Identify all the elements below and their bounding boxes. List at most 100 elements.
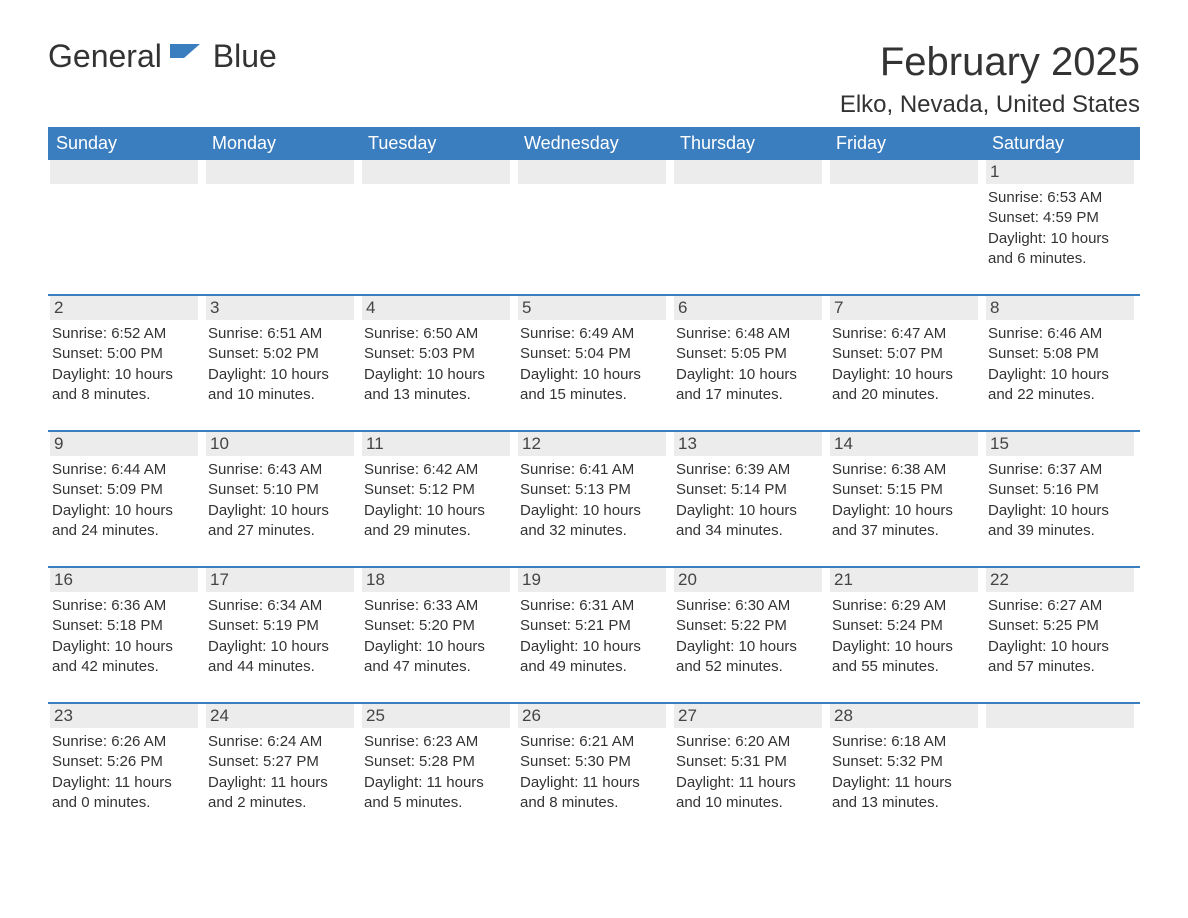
day-info: Sunrise: 6:34 AMSunset: 5:19 PMDaylight:…	[206, 596, 354, 677]
daylight-text: Daylight: 10 hours and 22 minutes.	[988, 365, 1134, 406]
day-cell-4: 4Sunrise: 6:50 AMSunset: 5:03 PMDaylight…	[360, 296, 516, 416]
sunrise-text: Sunrise: 6:47 AM	[832, 324, 978, 344]
day-number: 20	[674, 568, 822, 592]
sunrise-text: Sunrise: 6:53 AM	[988, 188, 1134, 208]
day-cell-23: 23Sunrise: 6:26 AMSunset: 5:26 PMDayligh…	[48, 704, 204, 824]
weekday-tuesday: Tuesday	[360, 127, 516, 160]
sunset-text: Sunset: 5:05 PM	[676, 344, 822, 364]
day-cell-11: 11 Sunrise: 6:42 AMSunset: 5:12 PMDayligh…	[360, 432, 516, 552]
day-number	[518, 160, 666, 184]
sunrise-text: Sunrise: 6:48 AM	[676, 324, 822, 344]
day-info: Sunrise: 6:33 AMSunset: 5:20 PMDaylight:…	[362, 596, 510, 677]
day-cell-26: 26 Sunrise: 6:21 AMSunset: 5:30 PMDayligh…	[516, 704, 672, 824]
sunset-text: Sunset: 5:16 PM	[988, 480, 1134, 500]
day-number: 27	[674, 704, 822, 728]
weekday-saturday: Saturday	[984, 127, 1140, 160]
sunrise-text: Sunrise: 6:29 AM	[832, 596, 978, 616]
week-row: 9Sunrise: 6:44 AMSunset: 5:09 PMDaylight…	[48, 430, 1140, 552]
sunset-text: Sunset: 5:10 PM	[208, 480, 354, 500]
header: General Blue February 2025 Elko, Nevada,…	[48, 40, 1140, 119]
day-number: 26	[518, 704, 666, 728]
day-info: Sunrise: 6:46 AMSunset: 5:08 PMDaylight:…	[986, 324, 1134, 405]
weekday-wednesday: Wednesday	[516, 127, 672, 160]
day-info: Sunrise: 6:50 AMSunset: 5:03 PMDaylight:…	[362, 324, 510, 405]
day-info: Sunrise: 6:41 AMSunset: 5:13 PMDaylight:…	[518, 460, 666, 541]
day-cell-empty	[204, 160, 360, 280]
sunset-text: Sunset: 5:03 PM	[364, 344, 510, 364]
day-number: 7	[830, 296, 978, 320]
logo-flag-icon	[170, 40, 208, 69]
sunrise-text: Sunrise: 6:21 AM	[520, 732, 666, 752]
location: Elko, Nevada, United States	[840, 91, 1140, 119]
day-info: Sunrise: 6:23 AMSunset: 5:28 PMDaylight:…	[362, 732, 510, 813]
daylight-text: Daylight: 10 hours and 8 minutes.	[52, 365, 198, 406]
sunrise-text: Sunrise: 6:42 AM	[364, 460, 510, 480]
sunrise-text: Sunrise: 6:26 AM	[52, 732, 198, 752]
day-info: Sunrise: 6:24 AMSunset: 5:27 PMDaylight:…	[206, 732, 354, 813]
sunset-text: Sunset: 5:32 PM	[832, 752, 978, 772]
daylight-text: Daylight: 10 hours and 32 minutes.	[520, 501, 666, 542]
daylight-text: Daylight: 10 hours and 49 minutes.	[520, 637, 666, 678]
daylight-text: Daylight: 10 hours and 37 minutes.	[832, 501, 978, 542]
day-info: Sunrise: 6:30 AMSunset: 5:22 PMDaylight:…	[674, 596, 822, 677]
day-cell-5: 5Sunrise: 6:49 AMSunset: 5:04 PMDaylight…	[516, 296, 672, 416]
daylight-text: Daylight: 10 hours and 52 minutes.	[676, 637, 822, 678]
day-cell-24: 24Sunrise: 6:24 AMSunset: 5:27 PMDayligh…	[204, 704, 360, 824]
day-number: 8	[986, 296, 1134, 320]
day-number: 10	[206, 432, 354, 456]
day-cell-10: 10Sunrise: 6:43 AMSunset: 5:10 PMDayligh…	[204, 432, 360, 552]
day-number: 13	[674, 432, 822, 456]
day-info: Sunrise: 6:48 AMSunset: 5:05 PMDaylight:…	[674, 324, 822, 405]
sunset-text: Sunset: 4:59 PM	[988, 208, 1134, 228]
sunset-text: Sunset: 5:13 PM	[520, 480, 666, 500]
daylight-text: Daylight: 11 hours and 5 minutes.	[364, 773, 510, 814]
sunset-text: Sunset: 5:19 PM	[208, 616, 354, 636]
daylight-text: Daylight: 11 hours and 13 minutes.	[832, 773, 978, 814]
day-info: Sunrise: 6:39 AMSunset: 5:14 PMDaylight:…	[674, 460, 822, 541]
sunrise-text: Sunrise: 6:51 AM	[208, 324, 354, 344]
day-info: Sunrise: 6:18 AMSunset: 5:32 PMDaylight:…	[830, 732, 978, 813]
weekday-thursday: Thursday	[672, 127, 828, 160]
sunrise-text: Sunrise: 6:34 AM	[208, 596, 354, 616]
sunrise-text: Sunrise: 6:41 AM	[520, 460, 666, 480]
day-cell-empty	[828, 160, 984, 280]
title-block: February 2025 Elko, Nevada, United State…	[840, 40, 1140, 119]
day-number: 17	[206, 568, 354, 592]
sunrise-text: Sunrise: 6:30 AM	[676, 596, 822, 616]
weekday-monday: Monday	[204, 127, 360, 160]
daylight-text: Daylight: 10 hours and 39 minutes.	[988, 501, 1134, 542]
week-row: 1Sunrise: 6:53 AMSunset: 4:59 PMDaylight…	[48, 160, 1140, 280]
day-cell-22: 22Sunrise: 6:27 AMSunset: 5:25 PMDayligh…	[984, 568, 1140, 688]
sunrise-text: Sunrise: 6:38 AM	[832, 460, 978, 480]
week-row: 23Sunrise: 6:26 AMSunset: 5:26 PMDayligh…	[48, 702, 1140, 824]
sunset-text: Sunset: 5:30 PM	[520, 752, 666, 772]
week-row: 2Sunrise: 6:52 AMSunset: 5:00 PMDaylight…	[48, 294, 1140, 416]
sunset-text: Sunset: 5:15 PM	[832, 480, 978, 500]
day-info: Sunrise: 6:52 AMSunset: 5:00 PMDaylight:…	[50, 324, 198, 405]
sunset-text: Sunset: 5:08 PM	[988, 344, 1134, 364]
day-number: 22	[986, 568, 1134, 592]
sunset-text: Sunset: 5:04 PM	[520, 344, 666, 364]
day-number	[986, 704, 1134, 728]
day-info: Sunrise: 6:21 AMSunset: 5:30 PMDaylight:…	[518, 732, 666, 813]
sunrise-text: Sunrise: 6:49 AM	[520, 324, 666, 344]
day-cell-19: 19Sunrise: 6:31 AMSunset: 5:21 PMDayligh…	[516, 568, 672, 688]
sunrise-text: Sunrise: 6:39 AM	[676, 460, 822, 480]
daylight-text: Daylight: 10 hours and 34 minutes.	[676, 501, 822, 542]
day-cell-6: 6Sunrise: 6:48 AMSunset: 5:05 PMDaylight…	[672, 296, 828, 416]
day-number	[206, 160, 354, 184]
day-cell-2: 2Sunrise: 6:52 AMSunset: 5:00 PMDaylight…	[48, 296, 204, 416]
day-info: Sunrise: 6:42 AMSunset: 5:12 PMDaylight:…	[362, 460, 510, 541]
day-number: 9	[50, 432, 198, 456]
day-info: Sunrise: 6:36 AMSunset: 5:18 PMDaylight:…	[50, 596, 198, 677]
day-cell-15: 15Sunrise: 6:37 AMSunset: 5:16 PMDayligh…	[984, 432, 1140, 552]
daylight-text: Daylight: 11 hours and 10 minutes.	[676, 773, 822, 814]
day-number: 3	[206, 296, 354, 320]
daylight-text: Daylight: 10 hours and 57 minutes.	[988, 637, 1134, 678]
sunset-text: Sunset: 5:27 PM	[208, 752, 354, 772]
day-number: 18	[362, 568, 510, 592]
logo-text-2: Blue	[213, 38, 277, 74]
day-cell-14: 14Sunrise: 6:38 AMSunset: 5:15 PMDayligh…	[828, 432, 984, 552]
day-number: 11	[362, 432, 510, 456]
day-info: Sunrise: 6:29 AMSunset: 5:24 PMDaylight:…	[830, 596, 978, 677]
